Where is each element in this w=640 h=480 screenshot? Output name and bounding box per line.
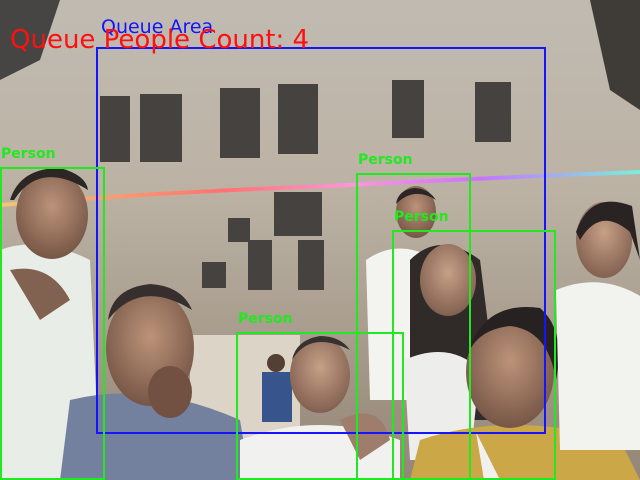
person-man-center	[240, 336, 400, 480]
background-person	[262, 372, 292, 422]
person-detection-label: Person	[394, 209, 449, 225]
ceiling-corner-left	[0, 0, 60, 80]
person-woman-center	[404, 244, 500, 460]
queue-people-count: Queue People Count: 4	[10, 25, 310, 55]
person-man-left	[60, 284, 250, 480]
person-detection-label: Person	[238, 311, 293, 327]
person-right	[556, 201, 640, 450]
ceiling-corner-right	[590, 0, 640, 110]
wall-panels	[100, 80, 511, 290]
led-light-strip	[0, 170, 640, 207]
person-detection-box	[392, 230, 556, 480]
queue-area-label: Queue Area	[101, 16, 214, 38]
person-detection-box	[0, 167, 105, 480]
person-detection-box	[236, 332, 404, 480]
person-detection-label: Person	[358, 152, 413, 168]
queue-area-box	[96, 47, 546, 434]
person-detection-label: Person	[1, 146, 56, 162]
